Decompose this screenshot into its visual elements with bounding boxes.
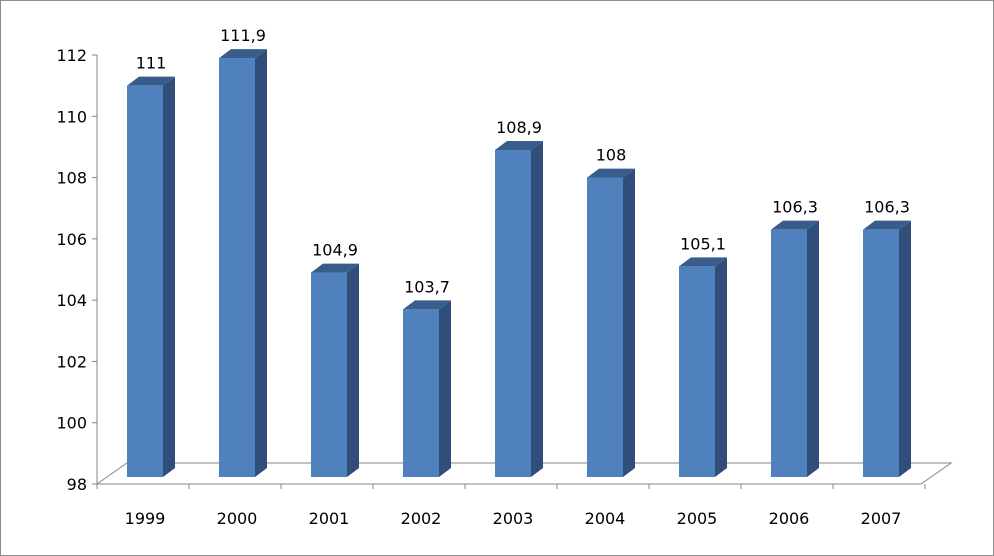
data-label: 108 [596, 146, 627, 165]
x-tick-label: 2006 [769, 509, 810, 528]
bar [587, 177, 623, 478]
data-label: 105,1 [680, 234, 726, 253]
bar-top [403, 300, 451, 310]
data-label: 103,7 [404, 277, 450, 296]
x-tick-label: 2001 [309, 509, 350, 528]
bar [311, 272, 347, 477]
y-tick-label: 112 [56, 46, 87, 65]
bar-side [715, 257, 727, 477]
bar-side [439, 300, 451, 477]
bar [863, 229, 899, 477]
bar-top [587, 168, 635, 178]
data-label: 111,9 [220, 26, 266, 45]
y-tick-label: 110 [56, 107, 87, 126]
x-tick-label: 2007 [861, 509, 902, 528]
y-tick-label: 106 [56, 230, 87, 249]
bar-top [311, 263, 359, 273]
bar-side [899, 220, 911, 477]
y-tick-label: 108 [56, 169, 87, 188]
x-tick-label: 2004 [585, 509, 626, 528]
data-label: 106,3 [864, 198, 910, 217]
bar [403, 309, 439, 477]
x-tick-label: 2003 [493, 509, 534, 528]
x-tick-label: 2002 [401, 509, 442, 528]
data-label: 111 [136, 54, 167, 73]
bar [679, 266, 715, 477]
bar [495, 149, 531, 477]
bar [219, 58, 255, 478]
data-label: 106,3 [772, 198, 818, 217]
y-tick-label: 100 [56, 414, 87, 433]
bar-side [163, 76, 175, 478]
bar-side [531, 140, 543, 477]
data-label: 108,9 [496, 118, 542, 137]
x-tick-label: 2000 [217, 509, 258, 528]
bar-side [623, 168, 635, 478]
bar-top [771, 220, 819, 230]
bar-top [127, 76, 175, 86]
bar-side [347, 263, 359, 477]
bar-side [255, 49, 267, 478]
bar-top [679, 257, 727, 267]
x-tick-label: 2005 [677, 509, 718, 528]
x-tick-label: 1999 [125, 509, 166, 528]
y-tick-label: 104 [56, 291, 87, 310]
y-tick-label: 102 [56, 352, 87, 371]
bar-side [807, 220, 819, 477]
bar-top [219, 49, 267, 59]
data-label: 104,9 [312, 241, 358, 260]
y-tick-label: 98 [67, 475, 87, 494]
bar [771, 229, 807, 477]
bar-top [495, 140, 543, 150]
bar-top [863, 220, 911, 230]
bar [127, 85, 163, 478]
